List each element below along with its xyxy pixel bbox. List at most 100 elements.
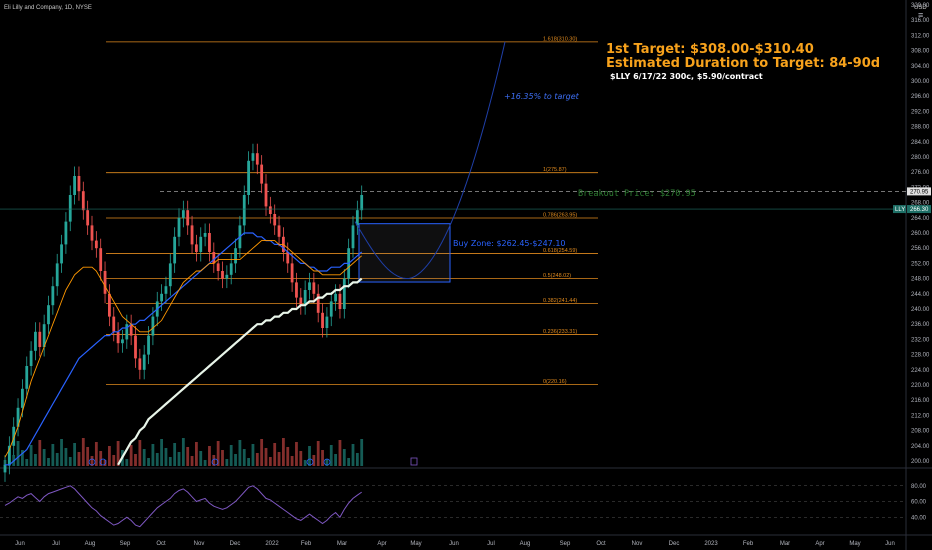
event-icon[interactable] — [99, 458, 107, 466]
fib-retracement[interactable]: 1.618(310.30) 1(275.87) 0.786(263.95) 0.618… — [106, 36, 906, 385]
candle-body — [234, 248, 237, 264]
volume-bar — [221, 450, 224, 466]
option-text: $LLY 6/17/22 300c, $5.90/contract — [610, 72, 763, 81]
candle — [312, 272, 316, 304]
candle — [160, 284, 163, 311]
fib-label: 0.236(233.31) — [543, 329, 577, 335]
candle — [273, 204, 277, 235]
candle — [121, 329, 124, 353]
candle — [164, 276, 168, 304]
rsi-pane: 80.00 60.00 40.00 — [0, 484, 927, 528]
candle — [108, 284, 111, 327]
candle-body — [277, 225, 281, 237]
symbol-tag-text: LLY — [895, 207, 905, 213]
candle — [38, 322, 42, 357]
event-icon[interactable] — [306, 458, 314, 466]
volume-bar — [38, 440, 42, 466]
candle-body — [38, 331, 42, 347]
volume-bar — [34, 454, 37, 466]
time-tick: Dec — [669, 541, 680, 547]
candle — [64, 212, 68, 254]
candle — [86, 200, 90, 235]
candle-body — [229, 263, 233, 275]
event-icon[interactable] — [88, 458, 96, 466]
event-icon-ring — [323, 458, 331, 466]
menu-icon[interactable]: ≡ — [918, 10, 923, 20]
earnings-icon[interactable] — [410, 457, 418, 466]
price-tick: 208.00 — [911, 429, 930, 435]
volume-bar — [103, 460, 107, 466]
price-axis[interactable]: 200.00 204.00 208.00 212.00 216.00 220.00 224.… — [893, 3, 931, 465]
volume-bar — [86, 447, 90, 466]
candle — [73, 166, 76, 205]
time-axis[interactable]: Jun Jul Aug Sep Oct Nov Dec 2022 Feb Mar Apr May Jun… — [15, 541, 895, 547]
breakout-price-tag-text: 270.95 — [910, 189, 929, 195]
volume-bar — [316, 441, 320, 466]
candle-body — [329, 301, 333, 317]
candle — [42, 314, 46, 357]
event-icon-ring — [88, 458, 96, 466]
volume-bar — [142, 449, 146, 466]
currency-label: USD — [914, 5, 927, 11]
candle — [134, 326, 137, 368]
time-tick: Feb — [301, 541, 312, 547]
candle-body — [221, 271, 224, 279]
candle-body — [81, 191, 85, 211]
candle — [77, 166, 81, 201]
volume-bar — [260, 439, 264, 466]
volume-bar — [234, 454, 237, 466]
volume-bar — [238, 440, 242, 466]
candle-body — [42, 324, 46, 347]
volume-bar — [225, 459, 229, 466]
candle-body — [55, 263, 59, 287]
candle — [16, 398, 20, 437]
time-tick: 2023 — [704, 541, 718, 547]
volume-bar — [303, 460, 307, 466]
candle — [221, 261, 224, 289]
time-tick: Oct — [596, 541, 606, 547]
volume-bar — [199, 451, 203, 466]
time-tick: Feb — [743, 541, 754, 547]
candle — [147, 326, 150, 365]
candle-body — [121, 339, 124, 344]
volume-bar — [134, 454, 137, 466]
candle — [316, 284, 320, 323]
time-tick: 2022 — [265, 541, 279, 547]
event-icon[interactable] — [323, 458, 331, 466]
candle-body — [351, 225, 355, 249]
candle-body — [312, 282, 316, 294]
volume-bar — [329, 445, 333, 466]
volume-bar — [251, 444, 255, 466]
candle-body — [73, 176, 76, 195]
candle — [208, 223, 211, 262]
candle-body — [260, 164, 264, 184]
volume-bar — [355, 453, 359, 466]
candle-body — [164, 286, 168, 294]
event-icon[interactable] — [211, 458, 219, 466]
candle — [199, 227, 203, 262]
candle-body — [68, 195, 72, 222]
price-tick: 216.00 — [911, 398, 930, 404]
candle — [34, 322, 37, 361]
candle — [3, 455, 7, 482]
candle-body — [203, 233, 207, 237]
volume-bar — [247, 458, 250, 466]
price-tick: 228.00 — [911, 353, 930, 359]
volume-bar — [181, 438, 185, 466]
price-tick: 320.00 — [911, 3, 930, 9]
candle-body — [94, 240, 98, 249]
volume-bar — [125, 459, 129, 466]
volume-bar — [203, 460, 207, 466]
candle-body — [290, 263, 294, 283]
time-tick: Sep — [560, 541, 571, 547]
price-tick: 236.00 — [911, 322, 930, 328]
volume-bar — [212, 455, 216, 466]
last-price-tag-text: 266.30 — [910, 207, 929, 213]
volume-bar — [138, 440, 142, 466]
candle-body — [208, 233, 211, 252]
candle-body — [108, 293, 111, 317]
candle — [216, 253, 220, 281]
candle — [7, 436, 11, 475]
percent-to-target: +16.35% to target — [504, 92, 580, 101]
